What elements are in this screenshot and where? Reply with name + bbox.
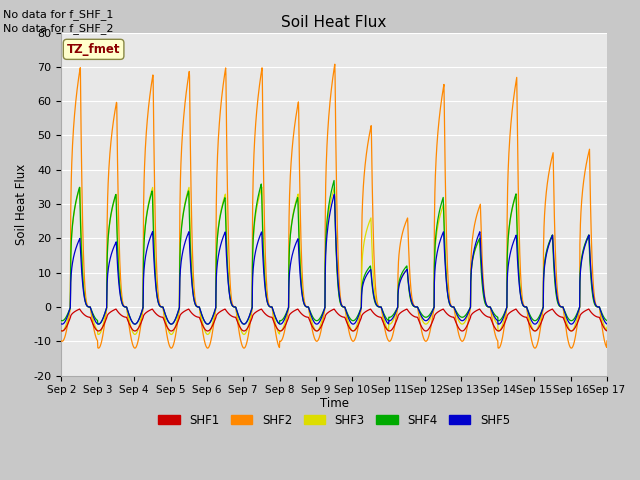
SHF4 <box>210 311 218 317</box>
SHF5 <box>330 192 338 197</box>
SHF1 <box>603 328 611 334</box>
SHF2 <box>493 336 500 342</box>
SHF4 <box>58 318 65 324</box>
SHF2 <box>568 345 575 351</box>
Line: SHF5: SHF5 <box>61 194 607 324</box>
SHF3 <box>58 328 65 334</box>
SHF5 <box>351 321 358 326</box>
SHF5 <box>58 321 65 327</box>
SHF4 <box>603 318 611 324</box>
SHF2 <box>210 323 218 328</box>
Line: SHF2: SHF2 <box>61 64 607 348</box>
SHF2 <box>603 338 611 344</box>
SHF2 <box>570 339 578 345</box>
SHF5 <box>58 321 66 327</box>
SHF3 <box>351 327 358 333</box>
SHF1 <box>58 328 66 334</box>
SHF5 <box>556 302 563 308</box>
SHF4 <box>570 316 578 322</box>
Text: No data for f_SHF_2: No data for f_SHF_2 <box>3 23 114 34</box>
X-axis label: Time: Time <box>319 396 349 410</box>
SHF5 <box>210 311 218 317</box>
SHF3 <box>603 324 611 330</box>
SHF3 <box>493 321 501 326</box>
SHF2 <box>58 338 65 344</box>
SHF4 <box>351 317 358 323</box>
SHF5 <box>493 317 501 323</box>
SHF1 <box>555 313 563 319</box>
SHF3 <box>362 229 370 235</box>
Text: TZ_fmet: TZ_fmet <box>67 43 120 56</box>
SHF4 <box>493 314 501 320</box>
SHF2 <box>362 155 370 161</box>
SHF4 <box>330 178 338 183</box>
SHF5 <box>570 319 578 324</box>
SHF1 <box>210 320 218 325</box>
SHF2 <box>555 300 563 305</box>
SHF5 <box>362 273 370 279</box>
SHF1 <box>350 328 358 334</box>
SHF3 <box>570 324 578 330</box>
Text: No data for f_SHF_1: No data for f_SHF_1 <box>3 9 113 20</box>
SHF4 <box>95 321 102 327</box>
Line: SHF3: SHF3 <box>61 187 607 335</box>
SHF1 <box>570 326 578 332</box>
SHF5 <box>603 321 611 327</box>
Title: Soil Heat Flux: Soil Heat Flux <box>282 15 387 30</box>
SHF3 <box>95 332 102 337</box>
SHF1 <box>493 327 500 333</box>
SHF4 <box>362 269 370 275</box>
Legend: SHF1, SHF2, SHF3, SHF4, SHF5: SHF1, SHF2, SHF3, SHF4, SHF5 <box>154 409 515 432</box>
Line: SHF4: SHF4 <box>61 180 607 324</box>
SHF1 <box>362 309 370 314</box>
Y-axis label: Soil Heat Flux: Soil Heat Flux <box>15 164 28 245</box>
SHF3 <box>556 303 563 309</box>
SHF4 <box>556 303 563 309</box>
SHF2 <box>350 338 358 344</box>
SHF2 <box>331 61 339 67</box>
SHF1 <box>58 328 65 334</box>
SHF1 <box>585 306 593 312</box>
SHF3 <box>331 184 339 190</box>
Line: SHF1: SHF1 <box>61 309 607 331</box>
SHF3 <box>210 315 218 321</box>
